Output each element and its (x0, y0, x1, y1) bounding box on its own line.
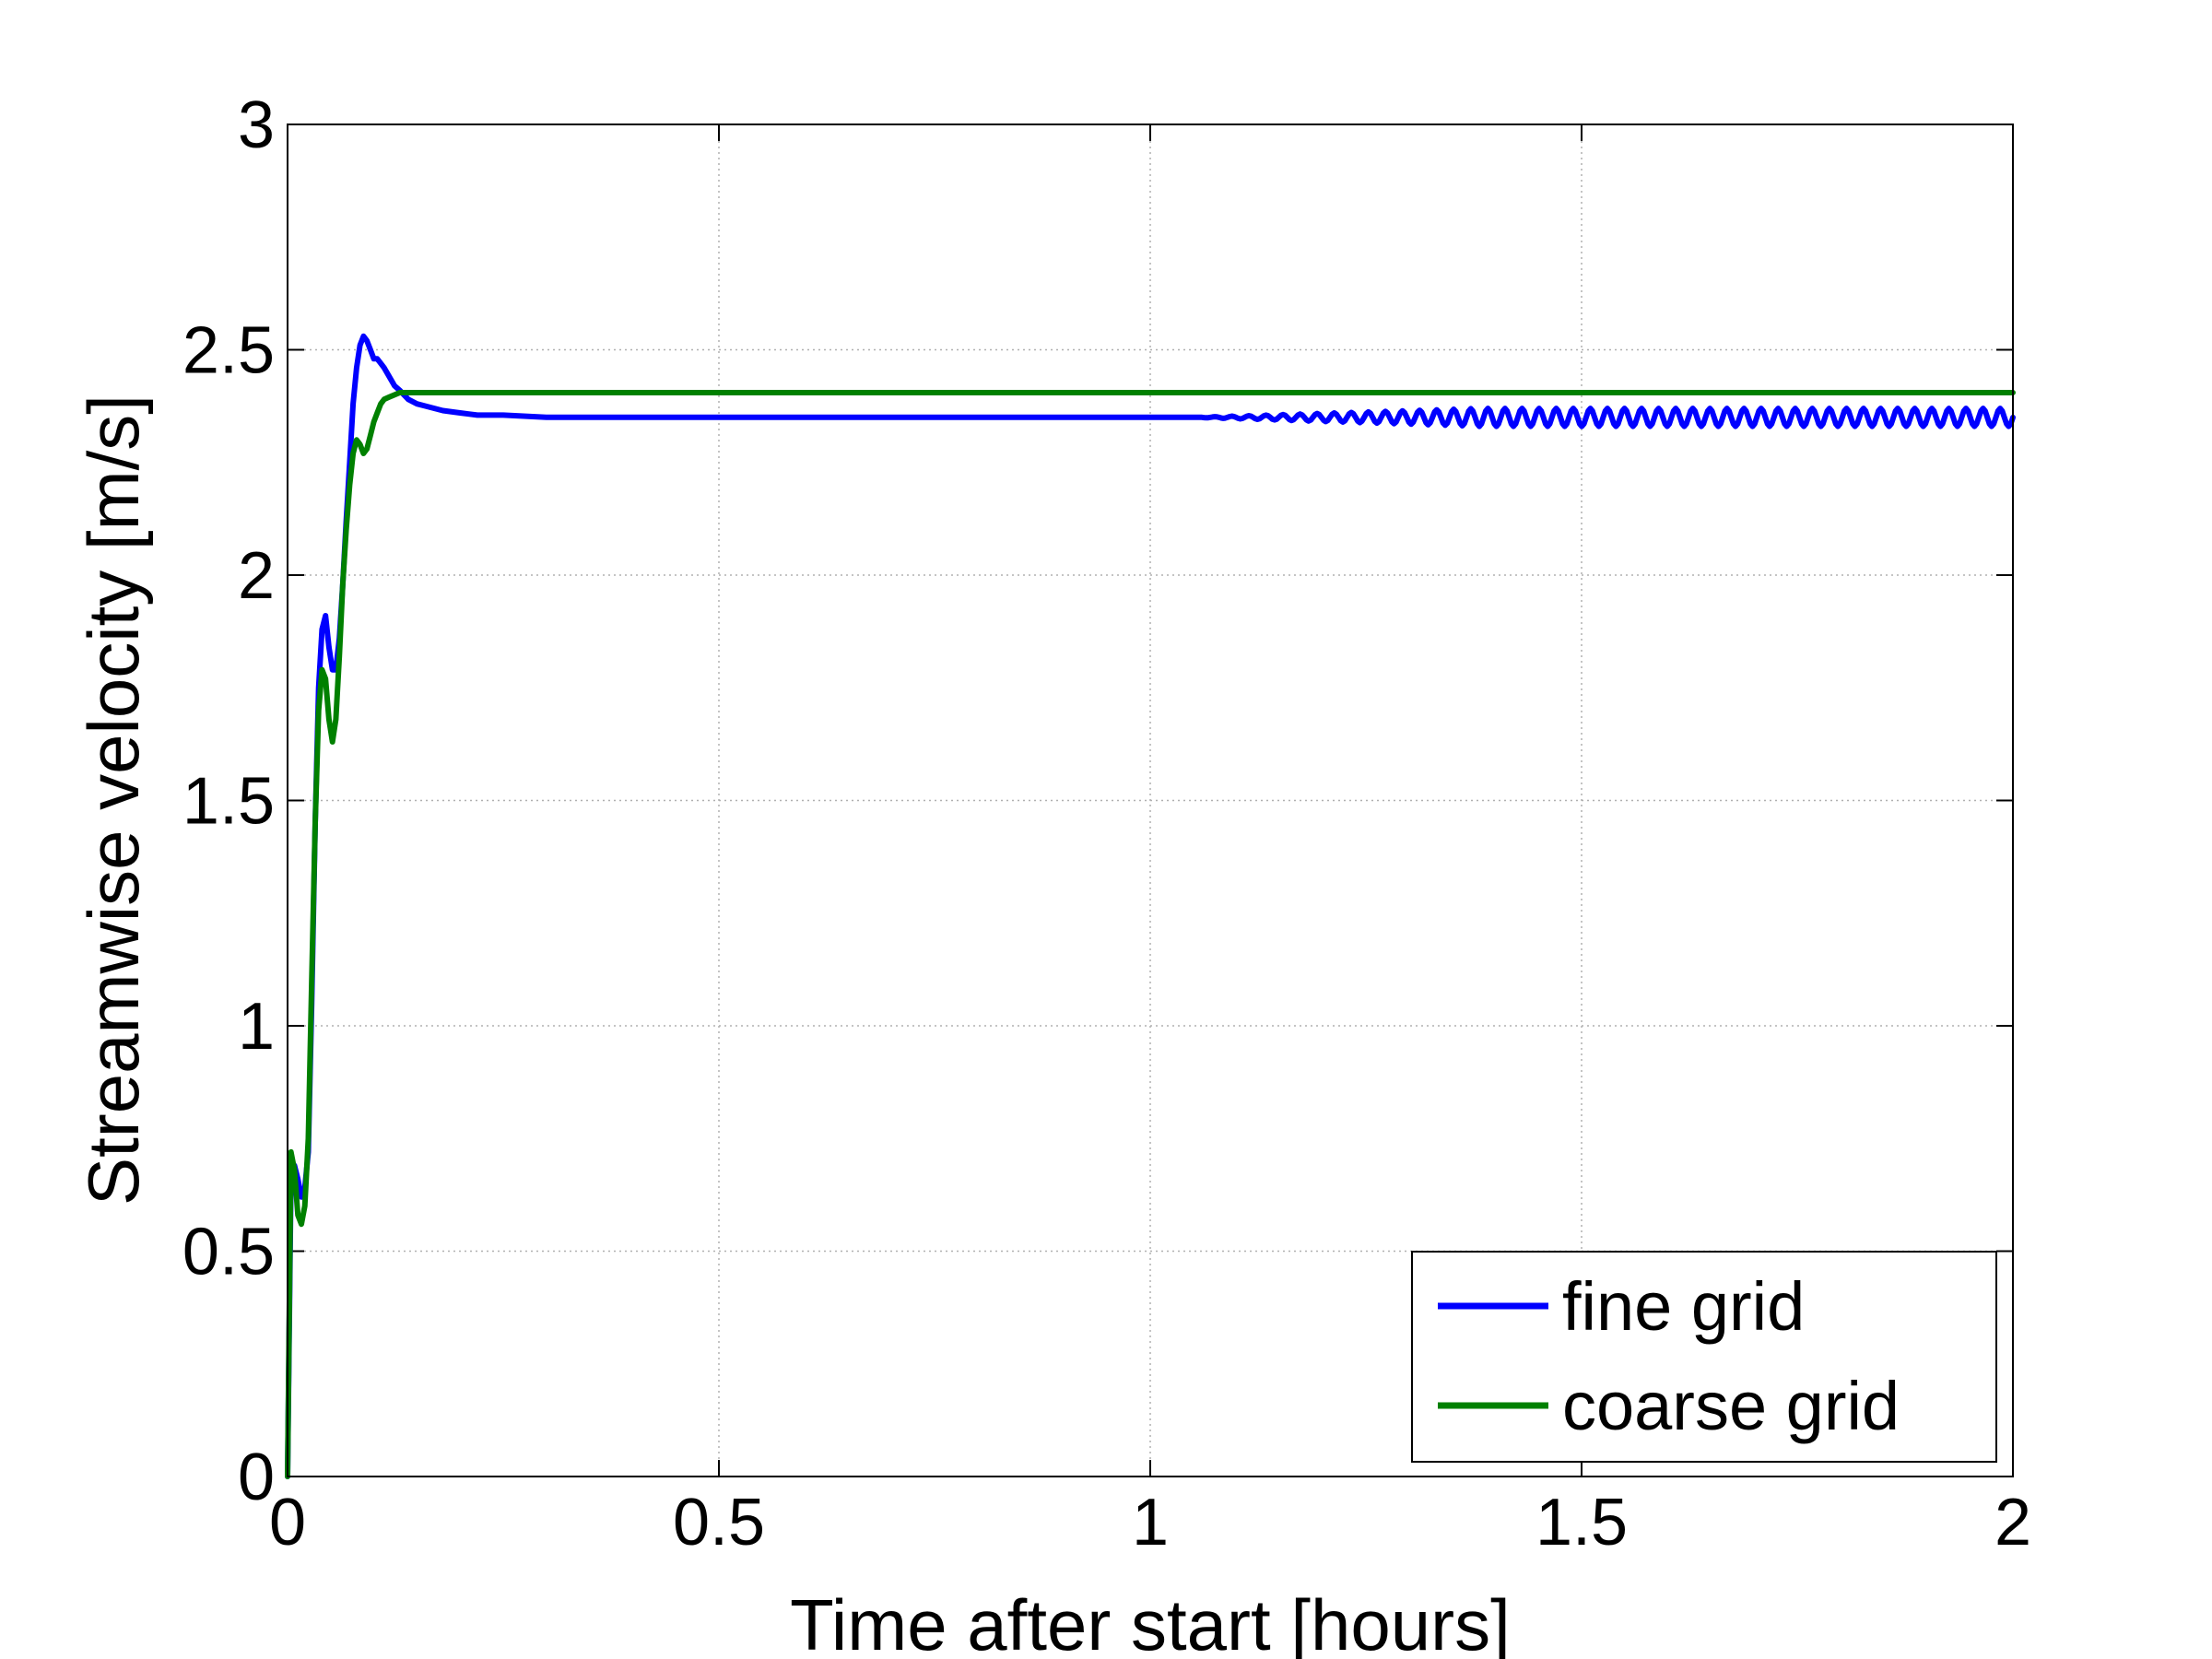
x-tick-label: 1 (1132, 1486, 1169, 1559)
tick-labels: 0 0.5 1 1.5 2 0 0.5 1 1.5 2 2.5 3 (182, 88, 2031, 1559)
plot-frame (287, 124, 2014, 1477)
series-group (285, 333, 2016, 1479)
legend-label-fine-grid: fine grid (1562, 1268, 1805, 1345)
legend-label-coarse-grid: coarse grid (1562, 1368, 1900, 1444)
y-tick-label: 2.5 (182, 314, 275, 388)
y-tick-label: 0 (238, 1441, 275, 1514)
legend-box (1411, 1251, 1997, 1463)
x-tick-label: 0.5 (673, 1486, 765, 1559)
x-tick-label: 0 (269, 1486, 306, 1559)
series-line-fine-grid (285, 333, 2016, 1479)
series-line-coarse-grid (285, 390, 2016, 1479)
y-tick-label: 0.5 (182, 1216, 275, 1289)
x-tick-label: 1.5 (1535, 1486, 1628, 1559)
y-tick-label: 3 (238, 88, 275, 162)
grid-lines (288, 124, 2013, 1477)
y-tick-label: 1 (238, 990, 275, 1064)
legend: fine grid coarse grid (1411, 1251, 1997, 1463)
x-axis-label: Time after start [hours] (790, 1584, 1511, 1659)
y-axis-label: Streamwise velocity [m/s] (73, 394, 154, 1206)
y-tick-label: 2 (238, 539, 275, 613)
y-tick-label: 1.5 (182, 765, 275, 839)
x-tick-label: 2 (1994, 1486, 2031, 1559)
